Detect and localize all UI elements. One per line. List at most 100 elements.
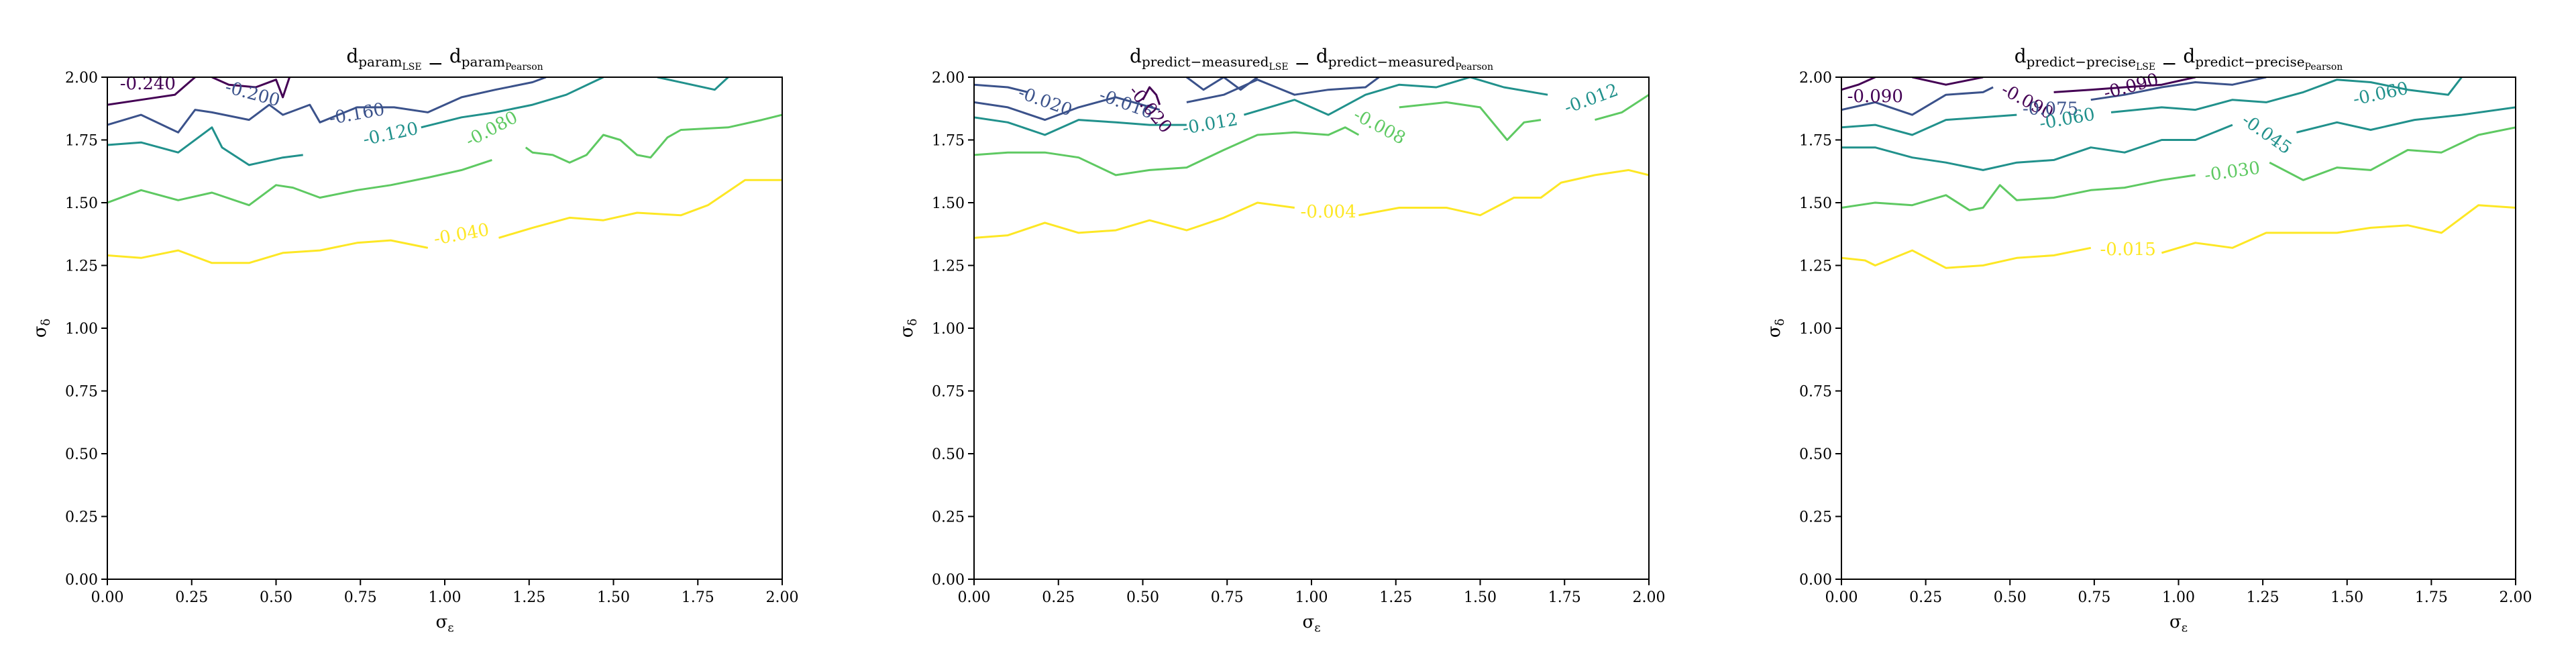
contour-line-0200 (107, 77, 547, 134)
x-axis-label: σε (435, 612, 453, 635)
panel-3: -0.090 -0.090-0.075-0.090-0.060-0.060-0.0… (1764, 45, 2532, 635)
x-tick-label: 0.25 (175, 589, 208, 606)
x-tick-label: 0.75 (2078, 589, 2110, 606)
x-tick-label: 0.00 (1825, 589, 1858, 606)
y-tick-label: 0.75 (1799, 384, 1832, 401)
x-tick-label: 2.00 (766, 589, 799, 606)
x-tick-label: 1.75 (2415, 589, 2448, 606)
y-tick-label: 2.00 (1799, 70, 1832, 87)
contour-line-0008 (1595, 93, 1649, 121)
contour-line-0040 (498, 179, 782, 239)
contour-line-0020 (974, 83, 1028, 93)
y-tick-label: 0.50 (65, 446, 98, 463)
chart-title: dpredict−preciseLSE − dpredict−precisePe… (2015, 45, 2343, 74)
y-tick-label: 0.50 (1799, 446, 1832, 463)
contour-label: -0.020 (1016, 83, 1075, 121)
y-tick-label: 0.25 (932, 509, 965, 526)
contour-label: -0.075 (2023, 99, 2078, 119)
contour-line-0060 (2110, 77, 2463, 113)
x-tick-label: 1.50 (597, 589, 630, 606)
x-tick-label: 1.75 (1548, 589, 1581, 606)
y-tick-label: 1.50 (932, 195, 965, 212)
contour-line-0040 (107, 239, 429, 264)
contour-line-0015 (2161, 204, 2516, 254)
axes-frame (107, 77, 783, 580)
x-tick-label: 0.25 (1042, 589, 1075, 606)
x-tick-label: 1.00 (1295, 589, 1328, 606)
contour-label: -0.160 (327, 99, 386, 129)
y-tick-label: 0.00 (1799, 572, 1832, 589)
contour-lines (107, 77, 782, 264)
contour-line-0008 (974, 126, 1360, 177)
x-tick-label: 2.00 (1633, 589, 1666, 606)
contour-label: -0.060 (2351, 79, 2410, 110)
contour-line-0080 (107, 158, 492, 207)
contour-line-0240 (107, 77, 196, 106)
contour-line-0090 (2053, 77, 2196, 93)
x-tick-label: 0.75 (344, 589, 377, 606)
contour-label: -0.012 (1181, 109, 1239, 139)
x-tick-label: 0.75 (1211, 589, 1244, 606)
contour-line-0004 (1358, 168, 1649, 217)
contour-line-0030 (2269, 126, 2516, 181)
x-tick-label: 0.50 (1994, 589, 2027, 606)
contour-line-0090 (1841, 77, 1876, 91)
contour-label: -0.030 (2203, 158, 2261, 185)
contour-line-0075 (2090, 77, 2267, 101)
y-tick-label: 0.75 (65, 384, 98, 401)
contour-label: -0.120 (361, 119, 420, 150)
contour-line-0012 (974, 116, 1187, 136)
axes-frame (1841, 77, 2516, 580)
contour-label: -0.045 (2238, 110, 2295, 158)
y-tick-label: 1.50 (65, 195, 98, 212)
x-tick-label: 0.00 (958, 589, 991, 606)
chart-title: dparamLSE − dparamPearson (346, 45, 543, 74)
x-tick-label: 0.25 (1909, 589, 1942, 606)
x-tick-label: 1.75 (682, 589, 714, 606)
chart-title: dpredict−measuredLSE − dpredict−measured… (1130, 45, 1493, 74)
panel-1: -0.240 -0.200-0.160-0.120 -0.080-0.0400.00… (30, 45, 798, 635)
y-tick-label: 0.00 (932, 572, 965, 589)
panel-2: -0.020 -0.016-0.020 -0.012-0.012-0.008-0.0… (897, 45, 1665, 635)
y-tick-label: 1.25 (65, 258, 98, 275)
contour-line-0015 (1841, 246, 2092, 269)
y-tick-label: 0.25 (65, 509, 98, 526)
contour-line-0016 (1186, 77, 1380, 103)
contour-label: -0.004 (1301, 202, 1356, 222)
y-tick-label: 2.00 (932, 70, 965, 87)
y-tick-label: 0.25 (1799, 509, 1832, 526)
contour-label: -0.012 (1562, 80, 1621, 118)
contour-line-0120 (657, 77, 729, 91)
contour-line-0120 (421, 77, 604, 129)
contour-label: -0.090 (1847, 87, 1903, 107)
y-tick-label: 0.00 (65, 572, 98, 589)
x-tick-label: 0.50 (1126, 589, 1159, 606)
x-tick-label: 1.50 (1464, 589, 1497, 606)
contour-line-0075 (1841, 86, 1994, 116)
y-tick-label: 0.50 (932, 446, 965, 463)
y-tick-label: 1.75 (65, 133, 98, 150)
contour-label: -0.040 (432, 220, 490, 250)
contour-label: -0.008 (1350, 105, 1409, 149)
x-tick-label: 2.00 (2500, 589, 2532, 606)
axes-frame (973, 77, 1650, 580)
contour-lines (974, 77, 1649, 239)
y-tick-label: 1.25 (932, 258, 965, 275)
x-tick-label: 0.00 (91, 589, 124, 606)
x-tick-label: 1.00 (429, 589, 462, 606)
contour-line-0020 (1142, 86, 1161, 105)
x-tick-label: 1.25 (2247, 589, 2279, 606)
y-tick-label: 1.75 (1799, 133, 1832, 150)
y-tick-label: 1.50 (1799, 195, 1832, 212)
contour-label: -0.090 (2102, 70, 2161, 104)
contour-line-0160 (107, 126, 303, 166)
contour-line-0045 (2296, 106, 2516, 134)
x-tick-label: 1.00 (2162, 589, 2195, 606)
contour-line-0045 (1841, 123, 2233, 171)
contour-line-0080 (525, 113, 782, 164)
x-axis-label: σε (1302, 612, 1320, 635)
contour-line-0090 (1912, 77, 1984, 86)
y-tick-label: 1.75 (932, 133, 965, 150)
